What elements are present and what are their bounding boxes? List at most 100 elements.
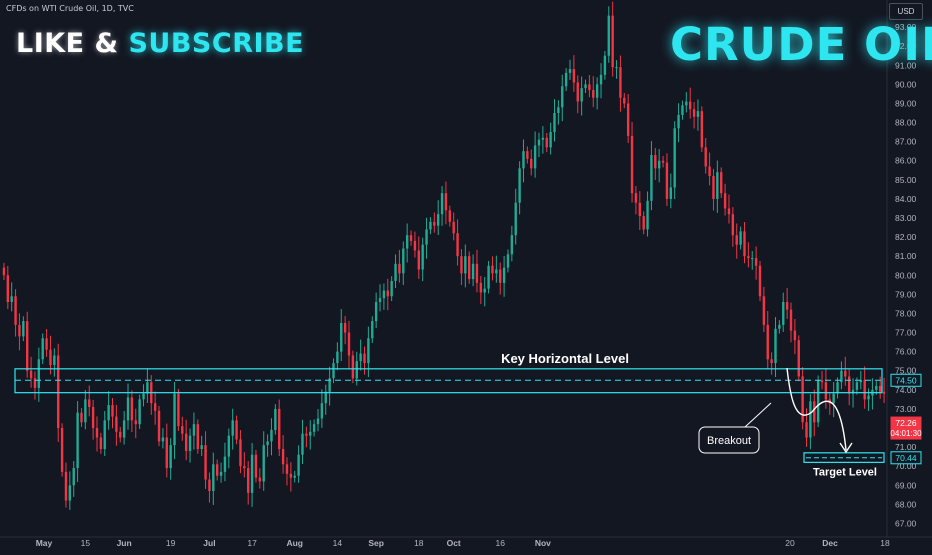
candle-body: [440, 193, 444, 215]
candle-body: [564, 72, 568, 87]
countdown-label: 04:01:30: [890, 429, 922, 438]
candle-body: [227, 435, 231, 457]
candle-body: [409, 235, 413, 241]
projection-arrowhead: [839, 442, 853, 454]
currency-button[interactable]: USD: [889, 3, 923, 20]
candle-body: [22, 321, 25, 337]
candle-body: [111, 405, 114, 417]
candle-body: [855, 382, 859, 390]
candle-body: [669, 187, 673, 199]
candle-body: [115, 416, 118, 432]
candle-body: [18, 324, 21, 337]
candle-body: [630, 135, 634, 194]
y-tick-label: 78.00: [895, 308, 917, 318]
candle-body: [878, 386, 882, 392]
candle-body: [417, 250, 421, 270]
candle-body: [696, 111, 700, 117]
crude-oil-banner: CRUDE OIL: [670, 18, 932, 71]
candle-body: [530, 158, 533, 169]
candle-body: [328, 378, 331, 392]
candle-body: [692, 109, 696, 117]
candle-body: [99, 437, 103, 449]
candle-body: [157, 410, 161, 442]
candle-body: [2, 267, 6, 276]
candle-body: [223, 456, 227, 472]
candle-body: [281, 449, 285, 465]
candle-body: [274, 408, 277, 430]
candle-body: [84, 399, 87, 423]
candle-body: [785, 302, 789, 310]
candle-body: [359, 353, 362, 362]
candle-body: [25, 321, 29, 371]
y-tick-label: 91.00: [895, 60, 917, 70]
x-tick-label: 16: [495, 538, 505, 548]
x-tick-label: 18: [880, 538, 890, 548]
y-tick-label: 80.00: [895, 270, 917, 280]
like-subscribe-banner: LIKE & SUBSCRIBE: [16, 28, 304, 59]
y-tick-label: 77.00: [895, 328, 917, 338]
candle-body: [545, 137, 548, 148]
candle-body: [875, 386, 878, 390]
candle-body: [316, 418, 320, 425]
candle-body: [754, 258, 758, 266]
candle-body: [219, 471, 223, 476]
candle-body: [212, 464, 215, 491]
candle-body: [824, 382, 828, 400]
y-tick-label: 79.00: [895, 289, 917, 299]
y-tick-label: 70.00: [895, 461, 917, 471]
candle-body: [851, 389, 855, 394]
candle-body: [215, 464, 219, 476]
candle-body: [522, 151, 525, 169]
candle-body: [421, 244, 424, 270]
candle-body: [836, 382, 839, 394]
candle-body: [88, 399, 91, 407]
candle-body: [347, 332, 351, 356]
candle-body: [716, 172, 719, 199]
candle-body: [657, 160, 661, 169]
candle-body: [813, 401, 816, 423]
candle-body: [471, 263, 475, 280]
candle-body: [405, 235, 409, 249]
candle-body: [181, 426, 184, 434]
y-tick-label: 74.00: [895, 385, 917, 395]
candle-body: [433, 221, 436, 226]
price-label: 72.26: [895, 418, 917, 428]
candle-body: [177, 393, 180, 427]
candle-body: [122, 420, 126, 438]
candle-body: [320, 403, 324, 419]
y-tick-label: 89.00: [895, 98, 917, 108]
candle-body: [243, 466, 246, 469]
y-tick-label: 84.00: [895, 194, 917, 204]
candle-body: [351, 355, 355, 379]
candle-body: [580, 88, 583, 102]
candle-body: [495, 269, 498, 274]
y-tick-label: 69.00: [895, 480, 917, 490]
candle-body: [774, 328, 777, 364]
candle-body: [681, 105, 684, 115]
candle-body: [626, 103, 630, 136]
candle-body: [739, 231, 742, 245]
candle-body: [592, 90, 595, 98]
candle-body: [119, 431, 122, 438]
candle-body: [312, 424, 316, 432]
candle-body: [425, 229, 428, 245]
candle-body: [464, 256, 467, 274]
price-label-box: [890, 451, 922, 465]
candle-body: [460, 256, 463, 274]
candle-body: [231, 420, 234, 436]
candle-body: [448, 210, 452, 222]
key-level-label: Key Horizontal Level: [501, 351, 629, 366]
candle-body: [475, 263, 479, 283]
candle-body: [661, 160, 665, 163]
candle-body: [712, 176, 715, 199]
candle-body: [758, 265, 762, 297]
candle-body: [204, 445, 207, 480]
candle-body: [324, 391, 327, 404]
candle-body: [720, 172, 723, 194]
candle-body: [398, 263, 401, 274]
banner-like: LIKE: [16, 28, 85, 59]
candle-body: [809, 401, 812, 438]
candle-body: [615, 67, 618, 69]
